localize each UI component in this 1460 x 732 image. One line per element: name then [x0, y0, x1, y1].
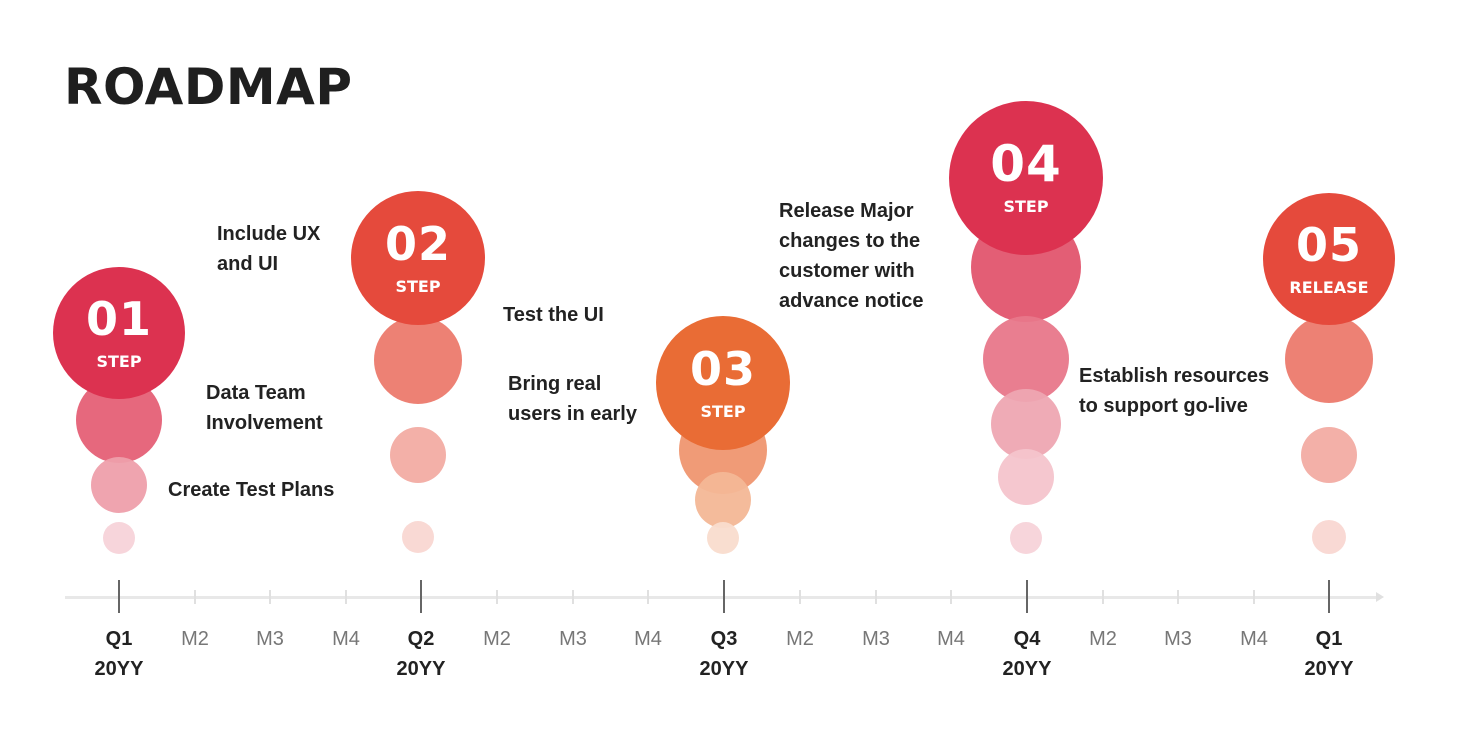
bubble-decoration: [695, 472, 751, 528]
month-tick: [647, 590, 649, 604]
milestone-note: Test the UI: [503, 304, 604, 326]
bubble-decoration: [1301, 427, 1357, 483]
milestone-circle-2: 02 STEP: [351, 191, 485, 325]
bubble-decoration: [1285, 315, 1373, 403]
year-label: 20YY: [1002, 658, 1052, 680]
milestone-label: STEP: [395, 276, 441, 296]
milestone-circle-1: 01 STEP: [53, 267, 185, 399]
milestone-number: 05: [1295, 217, 1362, 272]
milestone-number: 04: [990, 134, 1062, 193]
month-label: M4: [332, 628, 360, 650]
bubble-decoration: [707, 522, 739, 554]
milestone-circle-5: 05 RELEASE: [1263, 193, 1395, 325]
month-tick: [269, 590, 271, 604]
bubble-decoration: [390, 427, 446, 483]
milestone-note: Release Major changes to the customer wi…: [779, 200, 924, 312]
month-label: M3: [256, 628, 284, 650]
quarter-tick: [723, 580, 725, 613]
milestone-label: RELEASE: [1289, 277, 1369, 297]
bubble-decoration: [91, 457, 147, 513]
bubble-decoration: [983, 316, 1069, 402]
month-tick: [194, 590, 196, 604]
month-label: M4: [634, 628, 662, 650]
month-tick: [875, 590, 877, 604]
month-tick: [345, 590, 347, 604]
milestone-number: 02: [384, 216, 451, 271]
month-tick: [572, 590, 574, 604]
bubble-decoration: [374, 316, 462, 404]
quarter-tick: [118, 580, 120, 613]
milestone-circle-3: 03 STEP: [656, 316, 790, 450]
month-label: M3: [559, 628, 587, 650]
milestone-label: STEP: [700, 401, 746, 421]
bubble-decoration: [1010, 522, 1042, 554]
month-label: M4: [1240, 628, 1268, 650]
milestone-circle-4: 04 STEP: [949, 101, 1103, 255]
bubble-decoration: [103, 522, 135, 554]
month-label: M2: [1089, 628, 1117, 650]
year-label: 20YY: [699, 658, 749, 680]
milestone-note: Bring real users in early: [508, 373, 637, 425]
bubble-decoration: [998, 449, 1054, 505]
milestone-note: Include UX and UI: [217, 223, 321, 275]
milestone-note: Data Team Involvement: [206, 382, 323, 434]
quarter-tick: [1026, 580, 1028, 613]
month-tick: [950, 590, 952, 604]
year-label: 20YY: [94, 658, 144, 680]
quarter-label: Q1: [105, 628, 133, 650]
year-label: 20YY: [396, 658, 446, 680]
month-label: M2: [483, 628, 511, 650]
timeline-axis: [65, 596, 1379, 599]
quarter-tick: [420, 580, 422, 613]
bubble-decoration: [402, 521, 434, 553]
milestone-note: Establish resources to support go-live: [1079, 365, 1270, 417]
milestone-note: Create Test Plans: [168, 479, 335, 501]
month-label: M4: [937, 628, 965, 650]
month-label: M2: [181, 628, 209, 650]
quarter-label: Q3: [710, 628, 738, 650]
month-label: M3: [862, 628, 890, 650]
milestone-number: 01: [85, 291, 152, 346]
milestone-number: 03: [689, 341, 756, 396]
month-tick: [1102, 590, 1104, 604]
quarter-label: Q4: [1013, 628, 1041, 650]
quarter-label: Q2: [407, 628, 435, 650]
milestone-label: STEP: [96, 351, 142, 371]
month-label: M3: [1164, 628, 1192, 650]
month-tick: [1253, 590, 1255, 604]
page-title: ROADMAP: [64, 58, 353, 116]
month-tick: [1177, 590, 1179, 604]
quarter-tick: [1328, 580, 1330, 613]
quarter-label: Q1: [1315, 628, 1343, 650]
year-label: 20YY: [1304, 658, 1354, 680]
month-label: M2: [786, 628, 814, 650]
bubble-decoration: [991, 389, 1061, 459]
timeline-arrow-icon: [1376, 592, 1384, 602]
month-tick: [799, 590, 801, 604]
month-tick: [496, 590, 498, 604]
milestone-label: STEP: [1003, 196, 1049, 216]
bubble-decoration: [1312, 520, 1346, 554]
